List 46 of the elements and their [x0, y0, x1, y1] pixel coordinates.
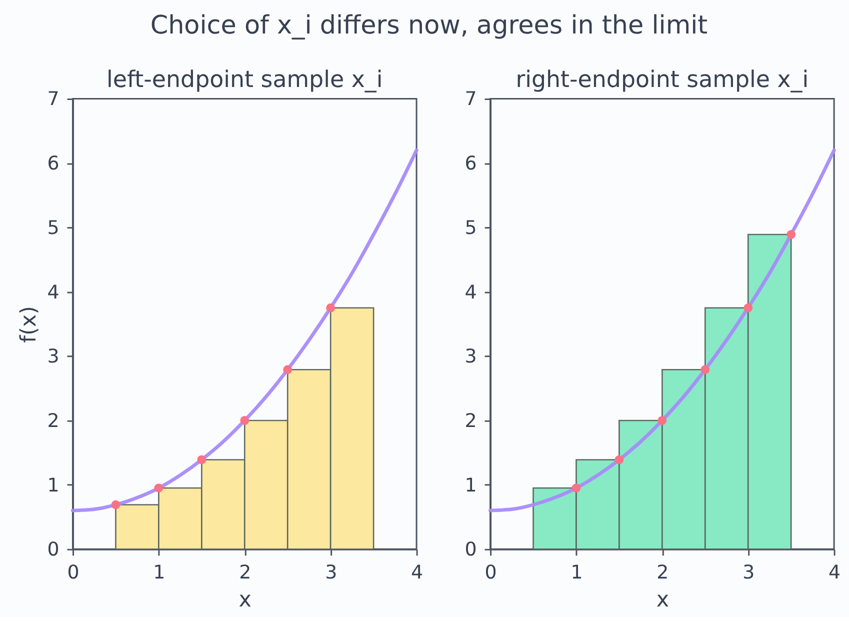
point [111, 500, 120, 510]
y-tick-label: 3 [464, 346, 477, 368]
chart-title: right-endpoint sample x_i [516, 66, 809, 93]
y-axis-title: f(x) [16, 306, 42, 343]
x-tick-label: 4 [411, 562, 424, 584]
y-tick-label: 5 [47, 216, 60, 239]
point [658, 416, 667, 425]
y-tick-label: 7 [464, 88, 477, 110]
y-tick-label: 6 [464, 152, 477, 175]
x-axis-title: x [238, 587, 252, 612]
point [240, 416, 250, 425]
y-tick-label: 7 [47, 88, 60, 110]
x-tick-label: 1 [153, 562, 166, 584]
x-tick-label: 0 [67, 562, 80, 584]
y-tick-label: 5 [464, 216, 477, 239]
point [197, 455, 206, 464]
y-tick-label: 4 [464, 281, 477, 304]
y-tick-label: 6 [47, 152, 60, 175]
point [154, 484, 164, 492]
point [283, 365, 292, 374]
point [700, 365, 710, 374]
chart-title: left-endpoint sample x_i [106, 66, 383, 93]
x-tick-label: 4 [828, 562, 841, 584]
point [786, 230, 796, 239]
y-tick-label: 3 [47, 346, 60, 368]
y-tick-label: 2 [47, 410, 60, 432]
line-series [488, 148, 836, 512]
y-tick-label: 0 [47, 538, 60, 561]
point [744, 303, 753, 312]
y-tick-label: 0 [464, 538, 477, 561]
text: Choice of x_i differs now, agrees in the limit [150, 10, 708, 40]
x-tick-label: 3 [325, 562, 338, 584]
x-tick-label: 2 [239, 562, 252, 584]
x-tick-label: 3 [742, 562, 755, 584]
y-tick-label: 4 [47, 281, 60, 304]
point [614, 455, 624, 464]
line-series [71, 148, 418, 512]
x-tick-label: 0 [484, 562, 497, 584]
point [326, 303, 336, 312]
y-tick-label: 2 [464, 410, 477, 432]
point [572, 484, 581, 492]
y-tick-label: 1 [464, 474, 477, 496]
x-tick-label: 2 [656, 562, 669, 584]
x-axis-title: x [656, 587, 669, 612]
y-tick-label: 1 [47, 474, 60, 496]
x-tick-label: 1 [570, 562, 583, 584]
